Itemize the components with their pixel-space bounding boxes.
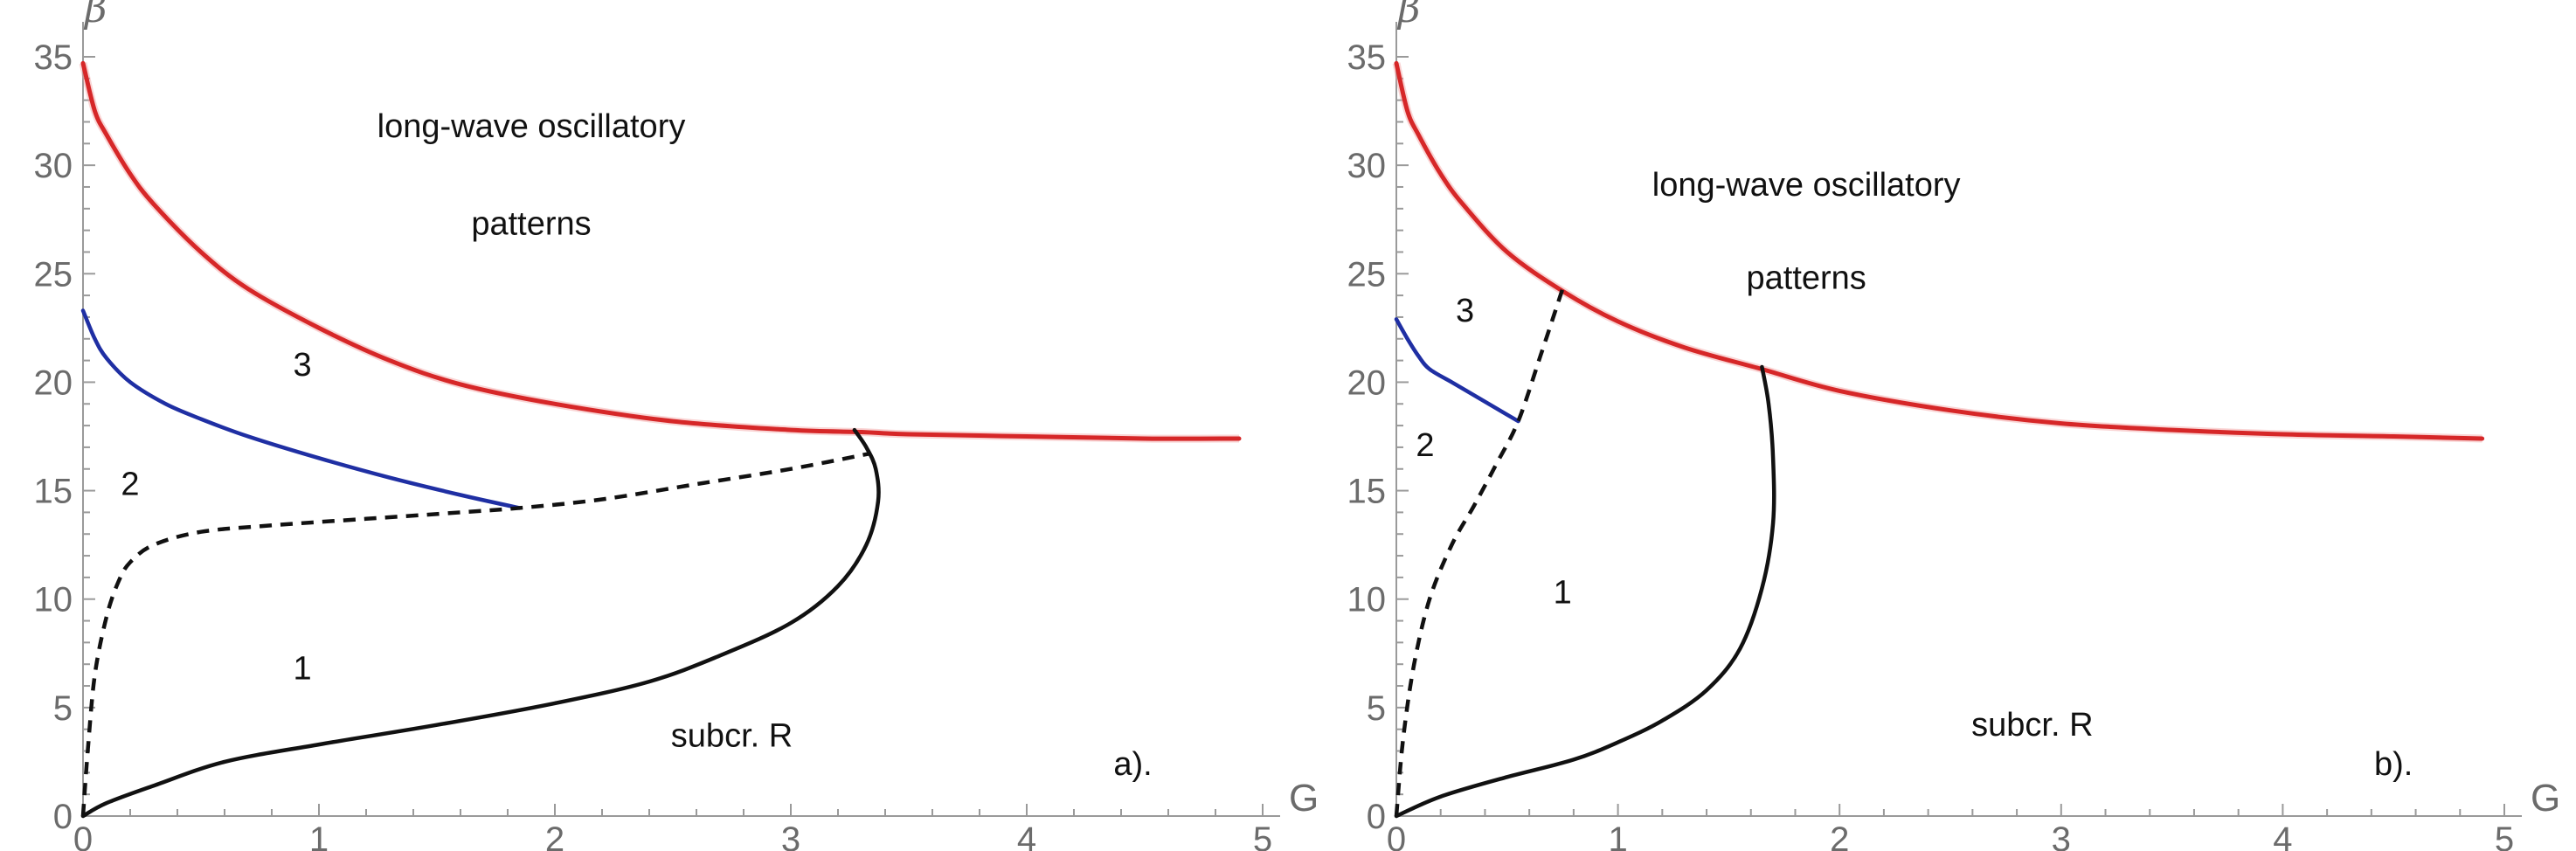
annotation-a: 3 (294, 347, 312, 384)
series-line-a-2 (80, 452, 869, 817)
y-tick-label-a: 0 (53, 798, 73, 836)
annotation-b: b). (2374, 746, 2413, 783)
y-tick-label-b: 15 (1347, 473, 1387, 511)
series-line-a-1 (80, 308, 522, 510)
annotation-a: a). (1113, 746, 1152, 783)
annotation-a: long-wave oscillatory (377, 108, 686, 145)
y-tick-label-b: 0 (1367, 798, 1386, 836)
x-tick-label-b: 5 (2495, 820, 2514, 851)
x-axis-label-b: G (2531, 777, 2560, 820)
annotation-a: 1 (294, 651, 312, 688)
x-tick-label-b: 2 (1830, 820, 1849, 851)
y-tick-label-b: 10 (1347, 581, 1387, 619)
y-tick-label-b: 20 (1347, 363, 1387, 402)
y-tick-label-a: 20 (34, 363, 73, 402)
annotation-b: long-wave oscillatory (1652, 167, 1961, 204)
y-axis-label-a: β (83, 0, 107, 31)
annotation-b: 3 (1456, 293, 1474, 329)
annotation-b: 2 (1416, 427, 1434, 464)
x-tick-label-a: 2 (545, 820, 564, 851)
annotation-b: patterns (1747, 260, 1866, 297)
annotation-a: subcr. R (671, 718, 793, 755)
annotation-b: 1 (1554, 575, 1572, 612)
y-tick-label-a: 5 (53, 689, 73, 728)
y-tick-label-a: 25 (34, 255, 73, 294)
series-line-b-0 (1394, 60, 2485, 441)
y-tick-label-a: 15 (34, 473, 73, 511)
y-tick-label-b: 30 (1347, 147, 1387, 185)
x-tick-label-a: 4 (1017, 820, 1036, 851)
y-tick-label-a: 30 (34, 147, 73, 185)
y-tick-label-b: 35 (1347, 38, 1387, 77)
x-axis-label-a: G (1289, 777, 1319, 820)
series-glow-b (1392, 62, 2483, 443)
y-tick-label-a: 35 (34, 38, 73, 77)
x-tick-label-b: 0 (1387, 820, 1406, 851)
y-tick-label-b: 25 (1347, 255, 1387, 294)
x-tick-label-b: 4 (2273, 820, 2292, 851)
y-axis-label-b: β (1396, 0, 1420, 31)
series-line-b-2 (1394, 287, 1565, 817)
series-line-a-3 (80, 427, 881, 819)
x-tick-label-b: 3 (2052, 820, 2071, 851)
series-line-b-3 (1394, 364, 1776, 819)
annotation-a: 2 (121, 467, 139, 503)
y-tick-label-a: 10 (34, 581, 73, 619)
x-tick-label-a: 3 (781, 820, 800, 851)
y-tick-label-b: 5 (1367, 689, 1386, 728)
x-tick-label-b: 1 (1608, 820, 1627, 851)
series-line-a-0 (80, 60, 1242, 441)
series-line-b-1 (1394, 317, 1520, 424)
x-tick-label-a: 0 (73, 820, 93, 851)
annotation-b: subcr. R (1971, 707, 2093, 744)
x-tick-label-a: 1 (309, 820, 329, 851)
annotation-a: patterns (471, 206, 591, 243)
x-tick-label-a: 5 (1253, 820, 1272, 851)
